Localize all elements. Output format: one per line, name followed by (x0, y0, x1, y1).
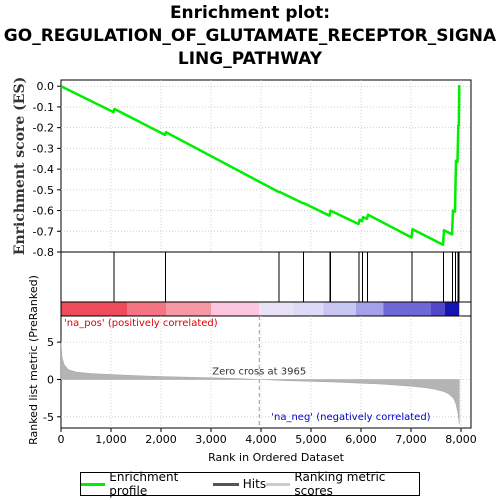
legend-label-enrichment: Enrichment profile (109, 470, 179, 498)
enrichment-profile-line (60, 85, 461, 246)
color-bar-segment (356, 302, 384, 316)
legend-swatch-hits (212, 482, 239, 486)
xtick-label: 7,000 (395, 433, 427, 446)
zero-cross-label: Zero cross at 3965 (212, 366, 306, 377)
color-bar-segment (127, 302, 166, 316)
rank-ytick-label: 0 (47, 373, 54, 386)
color-bar-segment (211, 302, 260, 316)
legend-label-ranking: Ranking metric scores (294, 470, 386, 498)
xtick-label: 1,000 (95, 433, 127, 446)
legend: Enrichment profile Hits Ranking metric s… (80, 470, 420, 498)
color-bar-panel (60, 301, 472, 317)
legend-item-ranking: Ranking metric scores (266, 470, 419, 498)
es-ytick-label: -0.1 (33, 101, 54, 114)
ranking-panel: 5 0 -5 Zero cross at 3965 'na_pos' (positive… (27, 275, 472, 445)
color-bar-segment (383, 302, 431, 316)
title-line-2: GO_REGULATION_OF_GLUTAMATE_RECEPTOR_SIGN… (3, 26, 497, 46)
x-axis-label: Rank in Ordered Dataset (208, 451, 345, 464)
xtick-label: 3,000 (195, 433, 227, 446)
es-ytick-label: -0.5 (33, 184, 54, 197)
es-panel: 0.0 -0.1 -0.2 -0.3 -0.4 -0.5 -0.6 -0.7 -0.8 Enric… (12, 77, 472, 259)
xtick-label: 4,000 (245, 433, 277, 446)
es-ytick-label: -0.3 (33, 142, 54, 155)
ranking-frame (60, 315, 472, 429)
es-ytick-label: -0.6 (33, 205, 54, 218)
chart-title: Enrichment plot: GO_REGULATION_OF_GLUTAM… (0, 2, 500, 71)
color-bar-segment (259, 302, 294, 316)
color-bar-segment (431, 302, 445, 316)
es-ytick-label: 0.0 (37, 80, 55, 93)
es-ytick-label: -0.7 (33, 225, 54, 238)
ranking-metric-area (60, 342, 460, 425)
title-line-1: Enrichment plot: (169, 3, 331, 23)
color-bar-segment (166, 302, 211, 316)
legend-swatch-ranking (266, 482, 291, 486)
es-plot-frame (60, 79, 472, 253)
rank-ytick-label: 5 (47, 336, 54, 349)
es-ytick-label: -0.2 (33, 122, 54, 135)
es-ytick-label: -0.4 (33, 163, 54, 176)
xtick-label: 8,000 (445, 433, 477, 446)
xtick-label: 5,000 (295, 433, 327, 446)
legend-label-hits: Hits (242, 477, 267, 491)
es-ylabel: Enrichment score (ES) (12, 77, 28, 255)
legend-item-enrichment: Enrichment profile (81, 470, 213, 498)
xtick-label: 6,000 (345, 433, 377, 446)
color-bar-segment (323, 302, 356, 316)
xtick-label: 2,000 (145, 433, 177, 446)
legend-swatch-enrichment (81, 482, 106, 486)
es-ytick-label: -0.8 (33, 246, 54, 259)
pos-correlated-label: 'na_pos' (positively correlated) (64, 318, 218, 329)
color-bar-segment (61, 302, 127, 316)
color-bar-segment (445, 302, 460, 316)
neg-correlated-label: 'na_neg' (negatively correlated) (271, 412, 430, 423)
hits-panel (60, 251, 472, 303)
hits-frame (60, 251, 472, 303)
legend-item-hits: Hits (212, 477, 267, 491)
xtick-label: 0 (58, 433, 65, 446)
rank-ytick-label: -5 (43, 411, 54, 424)
title-line-3: LING_PATHWAY (177, 49, 323, 69)
x-axis: 0 1,000 2,000 3,000 4,000 5,000 6,000 7,000 8,00… (58, 428, 477, 464)
rank-ylabel: Ranked list metric (PreRanked) (27, 275, 40, 445)
color-bar-segment (293, 302, 324, 316)
